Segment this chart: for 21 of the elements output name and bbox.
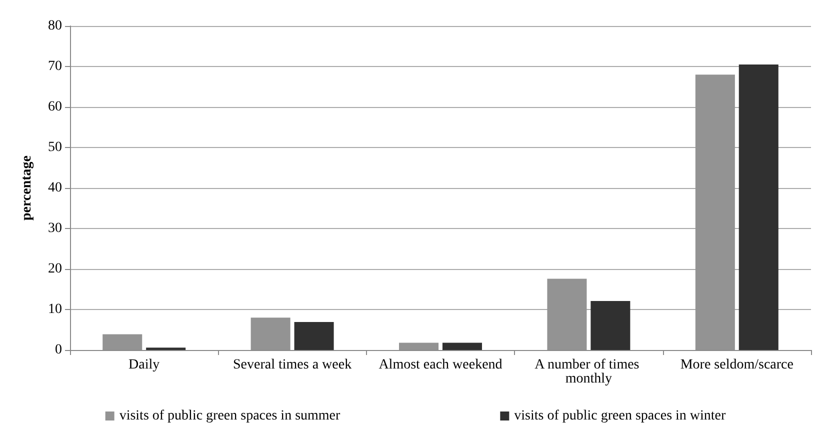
bar <box>590 300 630 350</box>
y-tick-label: 70 <box>48 59 62 74</box>
y-tick-label: 0 <box>55 342 62 358</box>
bar <box>738 64 778 350</box>
legend-label: visits of public green spaces in summer <box>119 408 341 424</box>
y-tick-label: 10 <box>48 302 62 317</box>
y-tick-label: 60 <box>48 100 62 114</box>
bar <box>442 342 482 350</box>
x-tick-label: Several times a week <box>233 358 352 372</box>
x-tick-label: A number of times monthly <box>534 358 643 386</box>
x-tick-label: Almost each weekend <box>378 358 502 372</box>
y-tick-label: 30 <box>48 221 62 236</box>
y-tick-label: 80 <box>48 18 62 34</box>
y-tick-label: 40 <box>48 180 62 196</box>
y-tick-label: 50 <box>48 140 62 155</box>
y-axis-title: percentage <box>20 155 34 221</box>
bar <box>294 322 334 350</box>
legend-label: visits of public green spaces in winter <box>514 408 726 424</box>
x-tick-label: More seldom/scarce <box>680 358 794 372</box>
x-tick-label: Daily <box>128 358 160 372</box>
y-tick-label: 20 <box>48 262 62 276</box>
